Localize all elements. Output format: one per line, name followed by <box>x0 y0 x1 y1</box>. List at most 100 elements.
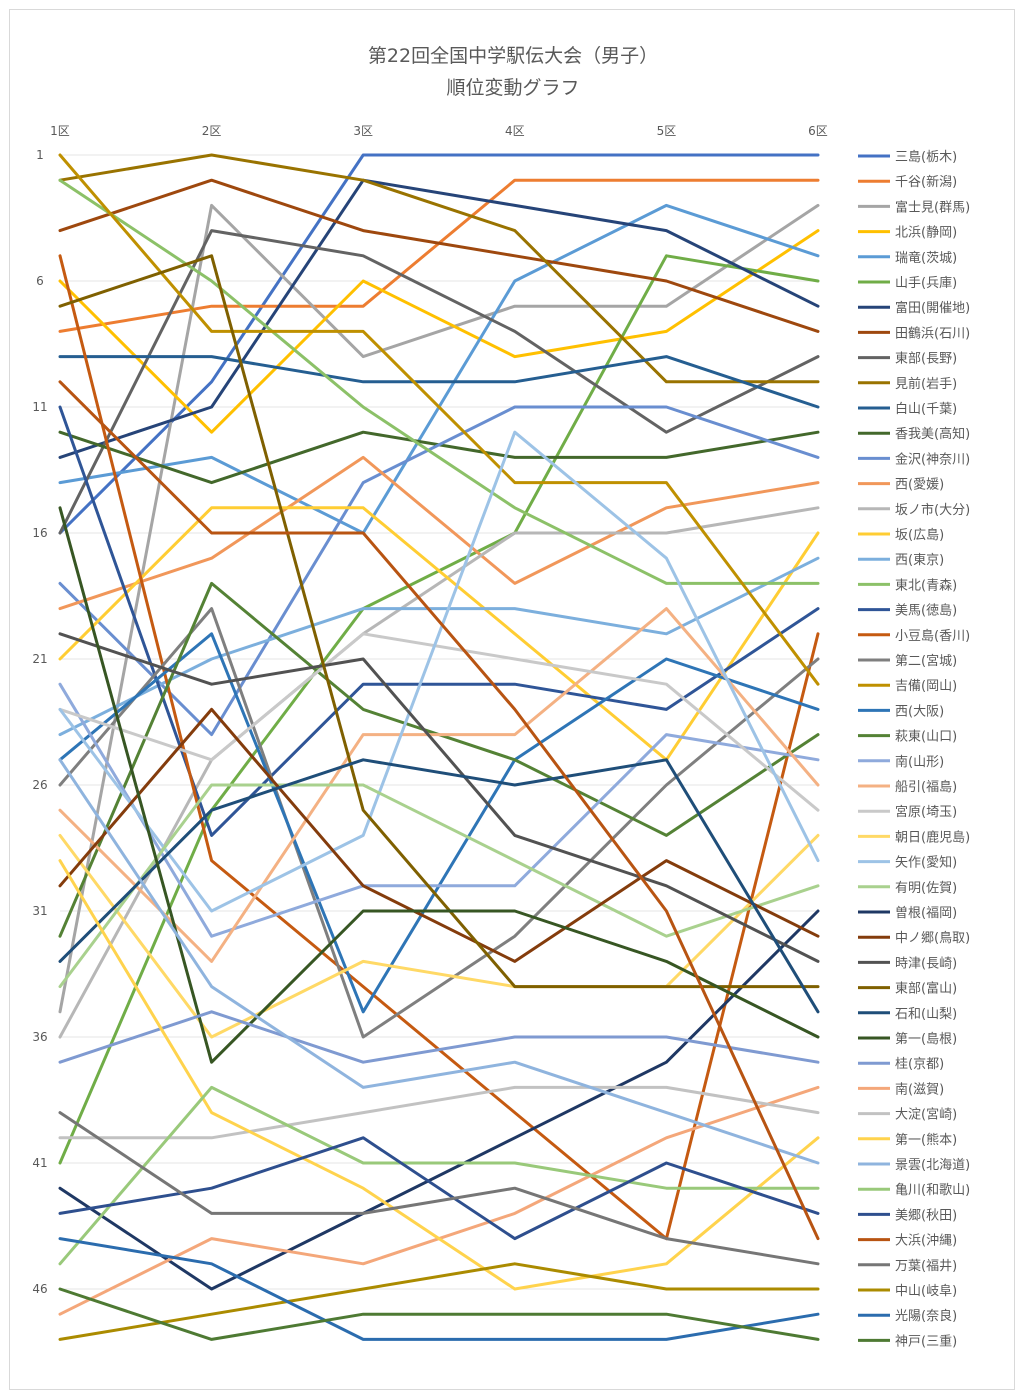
series-line <box>58 178 820 333</box>
series-line <box>58 607 820 1039</box>
chart-subtitle: 順位変動グラフ <box>446 77 579 99</box>
series-line <box>58 506 820 1039</box>
legend-label: 吉備(岡山) <box>895 678 957 694</box>
series-line <box>58 153 820 384</box>
legend-label: 金沢(神奈川) <box>895 451 970 467</box>
legend-item: 吉備(岡山) <box>858 678 957 694</box>
x-tick-label: 1区 <box>50 124 70 138</box>
x-tick-label: 4区 <box>505 124 525 138</box>
series-line <box>58 1085 820 1140</box>
legend-item: 曽根(福岡) <box>858 906 957 921</box>
legend-label: 第一(島根) <box>895 1032 957 1047</box>
legend-label: 西(大阪) <box>895 704 944 719</box>
legend-label: 東北(青森) <box>895 577 957 593</box>
series-line <box>58 632 820 812</box>
legend-item: 小豆島(香川) <box>858 629 970 644</box>
legend-label: 坂ノ市(大分) <box>895 502 970 518</box>
legend-item: 坂(広島) <box>858 528 944 543</box>
x-tick-label: 2区 <box>202 124 222 138</box>
legend-label: 南(山形) <box>895 754 944 770</box>
legend-item: 宮原(埼玉) <box>858 804 957 820</box>
legend-item: 東北(青森) <box>858 577 957 593</box>
legend-label: 東部(長野) <box>895 351 957 367</box>
legend-item: 富士見(群馬) <box>858 199 970 215</box>
legend-item: 景雲(北海道) <box>858 1158 970 1173</box>
legend-item: 矢作(愛知) <box>858 855 957 871</box>
legend-item: 西(大阪) <box>858 704 944 719</box>
y-tick-label: 36 <box>32 1030 47 1044</box>
chart-title: 第22回全国中学駅伝大会（男子） <box>368 45 658 67</box>
legend-label: 宮原(埼玉) <box>895 804 957 820</box>
series-line <box>58 430 820 913</box>
legend-item: 東部(富山) <box>858 981 957 997</box>
y-tick-label: 31 <box>32 904 47 918</box>
legend-label: 万葉(福井) <box>895 1259 957 1274</box>
legend-item: 船引(福島) <box>858 780 957 795</box>
legend-label: 亀川(和歌山) <box>895 1183 970 1198</box>
legend-label: 矢作(愛知) <box>895 855 957 871</box>
legend-item: 山手(兵庫) <box>858 276 957 291</box>
legend-label: 富士見(群馬) <box>895 199 970 215</box>
legend-item: 西(愛媛) <box>858 478 944 493</box>
legend-item: 中ノ郷(鳥取) <box>858 931 970 946</box>
series-line <box>58 1237 820 1341</box>
legend-label: 見前(岩手) <box>895 376 957 392</box>
series-line <box>58 682 820 938</box>
legend-label: 美馬(徳島) <box>895 604 957 619</box>
series-line <box>58 758 820 1014</box>
legend-label: 神戸(三重) <box>895 1333 957 1349</box>
legend-item: 大浜(沖縄) <box>858 1234 957 1249</box>
legend-label: 三島(栃木) <box>895 150 957 165</box>
legend-item: 中山(岐阜) <box>858 1283 957 1299</box>
legend-label: 山手(兵庫) <box>895 276 957 291</box>
legend-label: 石和(山梨) <box>895 1007 957 1022</box>
legend-item: 有明(佐賀) <box>858 881 957 896</box>
legend-item: 香我美(高知) <box>858 426 970 442</box>
legend-item: 見前(岩手) <box>858 376 957 392</box>
series-line <box>58 455 820 611</box>
series-line <box>58 153 820 535</box>
legend-item: 美馬(徳島) <box>858 604 957 619</box>
legend: 三島(栃木) 千谷(新潟) 富士見(群馬) 北浜(静岡) 瑞竜(茨城) 山手(兵庫) 富田(… <box>858 150 970 1349</box>
series-line <box>58 758 820 1165</box>
legend-item: 田鶴浜(石川) <box>858 325 970 341</box>
x-tick-label: 3区 <box>353 124 373 138</box>
legend-item: 第一(島根) <box>858 1032 957 1047</box>
series-line <box>58 632 820 963</box>
legend-item: 桂(京都) <box>858 1057 944 1072</box>
legend-label: 小豆島(香川) <box>895 629 970 644</box>
y-tick-label: 6 <box>36 274 44 288</box>
legend-label: 白山(千葉) <box>895 401 957 417</box>
series-line <box>58 229 820 434</box>
series-line <box>58 1262 820 1341</box>
legend-item: 朝日(鹿児島) <box>858 829 970 845</box>
grid-lines <box>60 154 818 1290</box>
legend-label: 東部(富山) <box>895 981 957 997</box>
legend-label: 光陽(奈良) <box>895 1308 957 1324</box>
y-tick-label: 46 <box>32 1282 47 1296</box>
series-line <box>58 1111 820 1266</box>
series-line <box>58 380 820 1241</box>
series-line <box>58 909 820 1291</box>
legend-label: 瑞竜(茨城) <box>895 251 957 266</box>
legend-item: 第一(熊本) <box>858 1132 957 1148</box>
legend-item: 南(滋賀) <box>858 1081 944 1097</box>
legend-item: 時津(長崎) <box>858 956 957 971</box>
legend-label: 第一(熊本) <box>895 1132 957 1148</box>
legend-item: 亀川(和歌山) <box>858 1183 970 1198</box>
legend-label: 富田(開催地) <box>895 300 970 316</box>
series-line <box>58 1287 820 1341</box>
legend-item: 神戸(三重) <box>858 1333 957 1349</box>
legend-label: 大淀(宮崎) <box>895 1107 957 1123</box>
legend-label: 坂(広島) <box>895 528 944 543</box>
series-line <box>58 783 820 989</box>
legend-label: 西(愛媛) <box>895 478 944 493</box>
series-line <box>58 1085 820 1266</box>
legend-label: 萩東(山口) <box>895 729 957 745</box>
y-tick-label: 41 <box>32 1156 47 1170</box>
legend-item: 千谷(新潟) <box>858 174 957 190</box>
legend-item: 東部(長野) <box>858 351 957 367</box>
series-line <box>58 506 820 1064</box>
